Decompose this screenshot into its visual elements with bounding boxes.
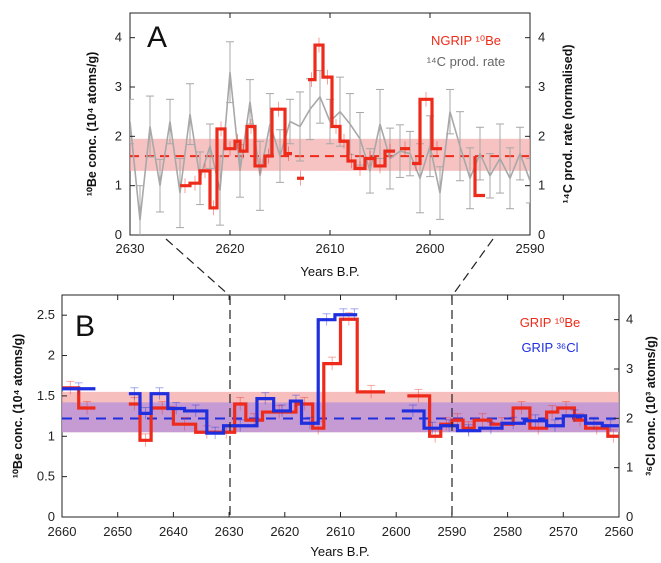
panel-b-x-tick-label: 2610 [326,524,355,539]
panel-a-x-tick-label: 2620 [216,241,245,256]
panel-b-x-title: Years B.P. [310,544,369,559]
panel-b-x-tick-label: 2590 [437,524,466,539]
panel-a-be-step [473,156,485,198]
panel-a-y-tick-label-left: 3 [115,79,122,94]
panel-b-y-tick-label-left: 1 [48,428,55,443]
panel-b-y-title-right: ³⁶Cl conc. (10³ atoms/g) [644,336,658,476]
panel-b-x-tick-label: 2600 [382,524,411,539]
panel-a-legend-ngrip-be: NGRIP ¹⁰Be [431,33,501,48]
panel-b-y-tick-label-left: 1.5 [37,388,55,403]
panel-a-be-step [412,97,442,166]
panel-b-y-tick-label-right: 3 [626,361,633,376]
panel-b-cl-step [401,409,619,433]
panel-a-y-tick-label-right: 4 [538,30,545,45]
panel-a-y-title-right: ¹⁴C prod. rate (normalised) [561,45,575,204]
zoom-connector-right [451,238,494,297]
panel-a-y-title-left: ¹⁰Be conc. (10⁴ atoms/g) [85,52,99,197]
panel-a-legend-c14: ¹⁴C prod. rate [427,54,506,69]
panel-a-y-tick-label-right: 0 [538,227,545,242]
panel-b-y-tick-label-right: 4 [626,312,633,327]
panel-a-be-step [308,43,395,170]
panel-b-y-tick-label-left: 2.5 [37,307,55,322]
panel-b-be-step [128,317,386,442]
panel-a-y-tick-label-right: 2 [538,128,545,143]
panel-a-x-tick-label: 2610 [316,241,345,256]
panel-a-y-tick-label-left: 1 [115,178,122,193]
panel-b-y-tick-label-left: 0 [48,509,55,524]
panel-b-legend-grip-be: GRIP ¹⁰Be [520,315,581,330]
panel-b-y-title-left: ¹⁰Be conc. (10⁴ atoms/g) [11,334,25,479]
panel-b-x-tick-label: 2640 [159,524,188,539]
panel-b-x-tick-label: 2660 [48,524,77,539]
panel-a-y-tick-label-left: 2 [115,128,122,143]
panel-b-y-tick-label-right: 2 [626,410,633,425]
panel-b-cl-step [128,313,358,435]
panel-a-x-tick-label: 2590 [516,241,545,256]
panel-a-y-tick-label-left: 4 [115,30,122,45]
panel-b-x-tick-label: 2630 [215,524,244,539]
panel-a-y-tick-label-right: 3 [538,79,545,94]
panel-b: 2660 2650 2640 2630 2620 2610 2600 2590 2580 2570… [11,294,658,559]
zoom-connector-left [165,238,231,297]
panel-b-x-tick-label: 2560 [605,524,634,539]
panel-b-x-tick-label: 2620 [270,524,299,539]
panel-b-x-tick-label: 2650 [103,524,132,539]
panel-a-x-tick-label: 2630 [116,241,145,256]
panel-b-legend-grip-cl: GRIP ³⁶Cl [521,340,578,355]
panel-a-x-title: Years B.P. [300,264,359,279]
panel-b-x-tick-label: 2580 [493,524,522,539]
panel-b-y-tick-label-left: 2 [48,348,55,363]
panel-a-x-tick-label: 2600 [416,241,445,256]
panel-a-y-tick-label-right: 1 [538,178,545,193]
panel-a-c14-line [130,72,530,221]
panel-b-x-tick-label: 2570 [549,524,578,539]
panel-b-y-tick-label-left: 0.5 [37,469,55,484]
panel-b-y-tick-label-right: 1 [626,460,633,475]
panel-b-y-tick-label-right: 0 [626,509,633,524]
panel-a-letter: A [147,21,167,54]
panel-a-y-tick-label-left: 0 [115,227,122,242]
panel-a-be-step [180,107,292,210]
panel-b-letter: B [75,310,95,343]
